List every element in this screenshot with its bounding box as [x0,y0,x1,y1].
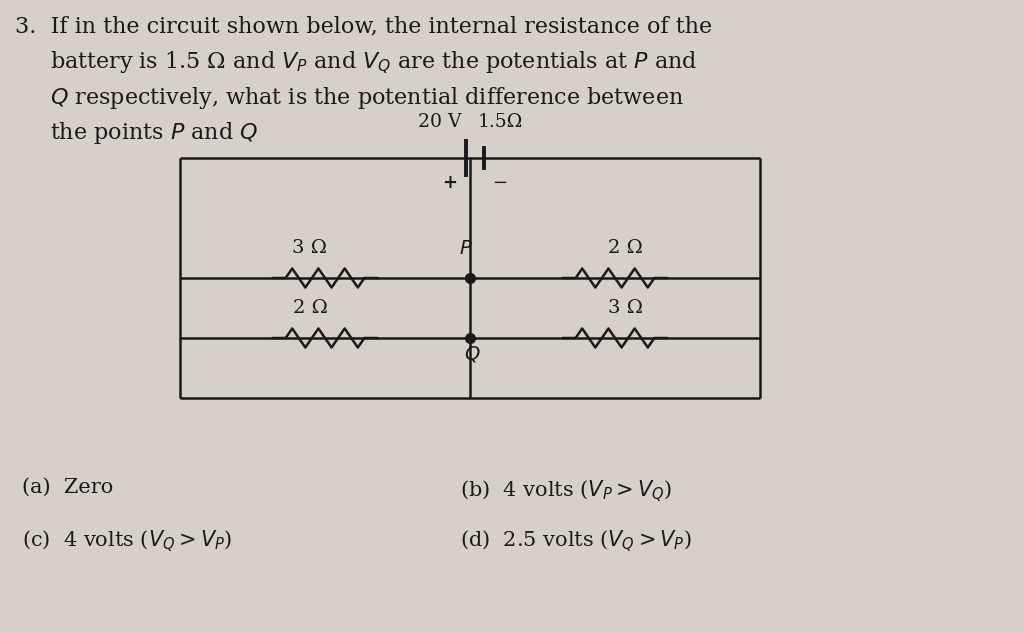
Text: −: − [493,174,508,192]
Text: battery is 1.5 Ω and $V_P$ and $V_Q$ are the potentials at $P$ and: battery is 1.5 Ω and $V_P$ and $V_Q$ are… [50,50,697,77]
Text: $P$: $P$ [459,240,473,258]
Text: 3.  If in the circuit shown below, the internal resistance of the: 3. If in the circuit shown below, the in… [15,15,712,37]
Text: (b)  4 volts ($V_P$$>$$V_Q$): (b) 4 volts ($V_P$$>$$V_Q$) [460,478,672,503]
Text: 2 Ω: 2 Ω [607,239,642,257]
Text: the points $P$ and $Q$: the points $P$ and $Q$ [50,120,258,146]
Text: (a)  Zero: (a) Zero [22,478,114,497]
Text: 1.5Ω: 1.5Ω [478,113,523,131]
Text: 2 Ω: 2 Ω [293,299,328,317]
Text: $Q$: $Q$ [464,344,480,364]
Text: 20 V: 20 V [419,113,462,131]
Text: (c)  4 volts ($V_Q$$>$$V_P$): (c) 4 volts ($V_Q$$>$$V_P$) [22,528,232,553]
Text: 3 Ω: 3 Ω [607,299,642,317]
Text: (d)  2.5 volts ($V_Q$$>$$V_P$): (d) 2.5 volts ($V_Q$$>$$V_P$) [460,528,692,553]
Text: +: + [442,174,458,192]
Text: 3 Ω: 3 Ω [293,239,328,257]
Text: $Q$ respectively, what is the potential difference between: $Q$ respectively, what is the potential … [50,85,684,111]
